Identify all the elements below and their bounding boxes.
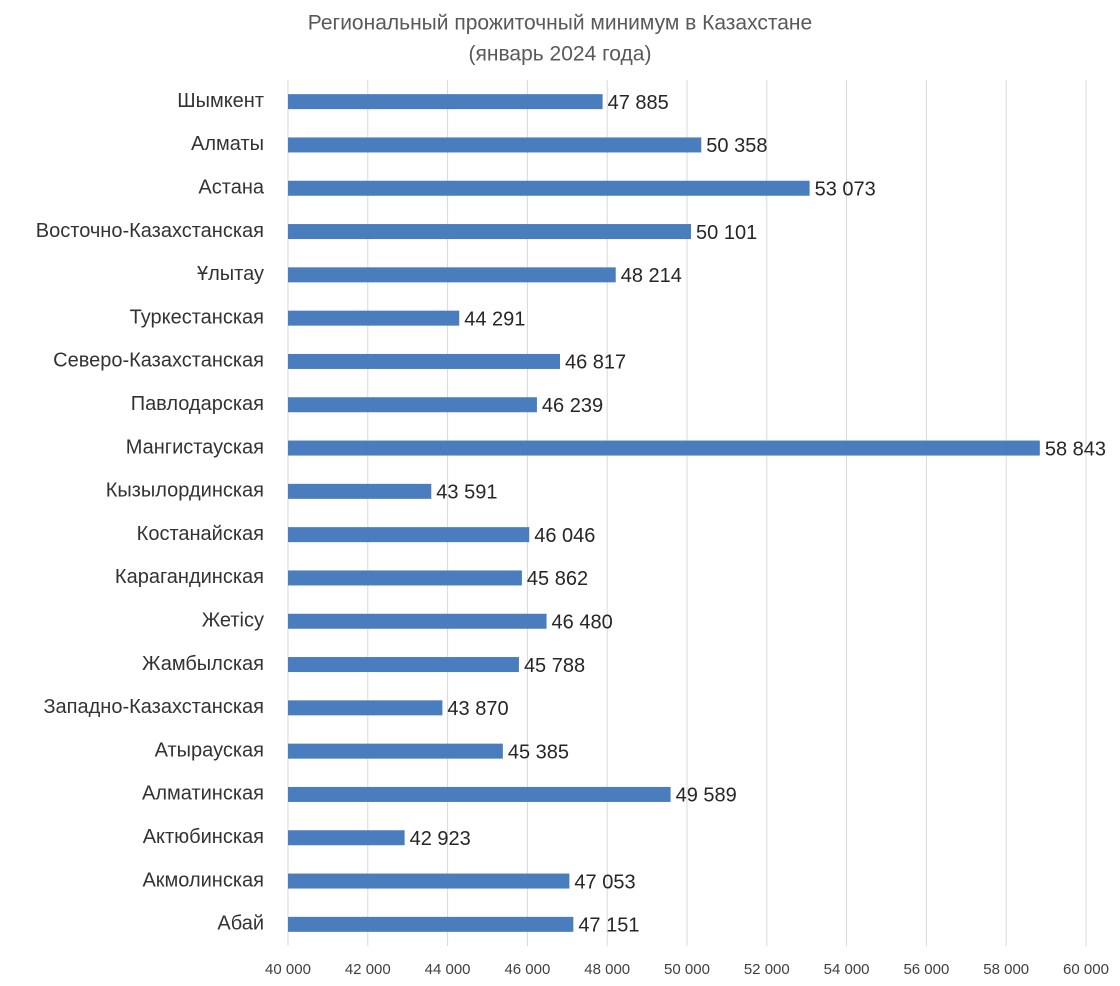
value-label: 53 073 (815, 179, 876, 201)
x-tick-label: 42 000 (345, 961, 391, 978)
bar (288, 916, 574, 932)
bar (288, 180, 810, 196)
value-label: 45 788 (524, 655, 585, 677)
bar (288, 830, 405, 846)
y-tick-label: Ұлытау (197, 263, 264, 285)
value-label: 43 591 (436, 482, 497, 504)
y-tick-label: Северо-Казахстанская (53, 350, 264, 372)
value-label: 46 480 (552, 612, 613, 634)
x-tick-label: 52 000 (744, 961, 790, 978)
x-tick-label: 50 000 (664, 961, 710, 978)
bar (288, 137, 702, 153)
x-tick-label: 40 000 (265, 961, 311, 978)
x-tick-label: 58 000 (983, 961, 1029, 978)
y-tick-label: Астана (198, 177, 264, 199)
value-label: 49 589 (676, 785, 737, 807)
value-label: 48 214 (621, 265, 682, 287)
bar (288, 743, 503, 759)
bar (288, 613, 547, 629)
bar (288, 786, 671, 802)
value-label: 46 239 (542, 395, 603, 417)
bar (288, 700, 443, 716)
bar (288, 657, 519, 673)
y-tick-label: Карагандинская (115, 566, 264, 588)
y-tick-label: Жамбылская (142, 653, 264, 675)
value-label: 58 843 (1045, 438, 1106, 460)
value-label: 50 101 (696, 222, 757, 244)
y-tick-label: Западно-Казахстанская (43, 696, 264, 718)
y-tick-label: Актюбинская (143, 826, 264, 848)
y-tick-label: Костанайская (137, 523, 264, 545)
value-label: 45 862 (527, 568, 588, 590)
bar (288, 267, 616, 283)
x-tick-label: 48 000 (584, 961, 630, 978)
x-tick-label: 46 000 (504, 961, 550, 978)
value-label: 47 885 (608, 92, 669, 114)
bar (288, 397, 537, 413)
x-tick-label: 44 000 (425, 961, 471, 978)
bar (288, 527, 530, 543)
y-tick-label: Акмолинская (142, 869, 264, 891)
y-tick-label: Туркестанская (130, 306, 264, 328)
y-tick-label: Шымкент (177, 90, 264, 112)
chart-subtitle: (январь 2024 года) (469, 43, 652, 66)
value-label: 46 817 (565, 352, 626, 374)
y-tick-label: Жетісу (202, 610, 264, 632)
y-tick-label: Восточно-Казахстанская (36, 220, 264, 242)
y-tick-label: Кызылординская (106, 480, 264, 502)
y-tick-label: Алматы (191, 133, 264, 155)
y-tick-label: Атырауская (155, 739, 264, 761)
y-tick-label: Алматинская (142, 783, 264, 805)
bar (288, 353, 560, 369)
value-label: 46 046 (534, 525, 595, 547)
value-label: 43 870 (447, 698, 508, 720)
value-label: 44 291 (464, 308, 525, 330)
y-tick-label: Абай (217, 913, 264, 935)
x-tick-label: 56 000 (903, 961, 949, 978)
bar (288, 224, 692, 240)
chart-title: Региональный прожиточный минимум в Казах… (308, 12, 812, 35)
y-tick-label: Мангистауская (126, 436, 264, 458)
value-label: 47 151 (578, 915, 639, 937)
value-label: 47 053 (574, 871, 635, 893)
x-tick-label: 60 000 (1063, 961, 1109, 978)
bar (288, 483, 432, 499)
y-tick-label: Павлодарская (131, 393, 264, 415)
value-label: 42 923 (410, 828, 471, 850)
bar (288, 873, 570, 889)
bar (288, 310, 460, 326)
x-tick-label: 54 000 (824, 961, 870, 978)
bar (288, 440, 1040, 456)
bar (288, 570, 522, 586)
value-label: 45 385 (508, 741, 569, 763)
value-label: 50 358 (706, 135, 767, 157)
bar (288, 94, 603, 110)
